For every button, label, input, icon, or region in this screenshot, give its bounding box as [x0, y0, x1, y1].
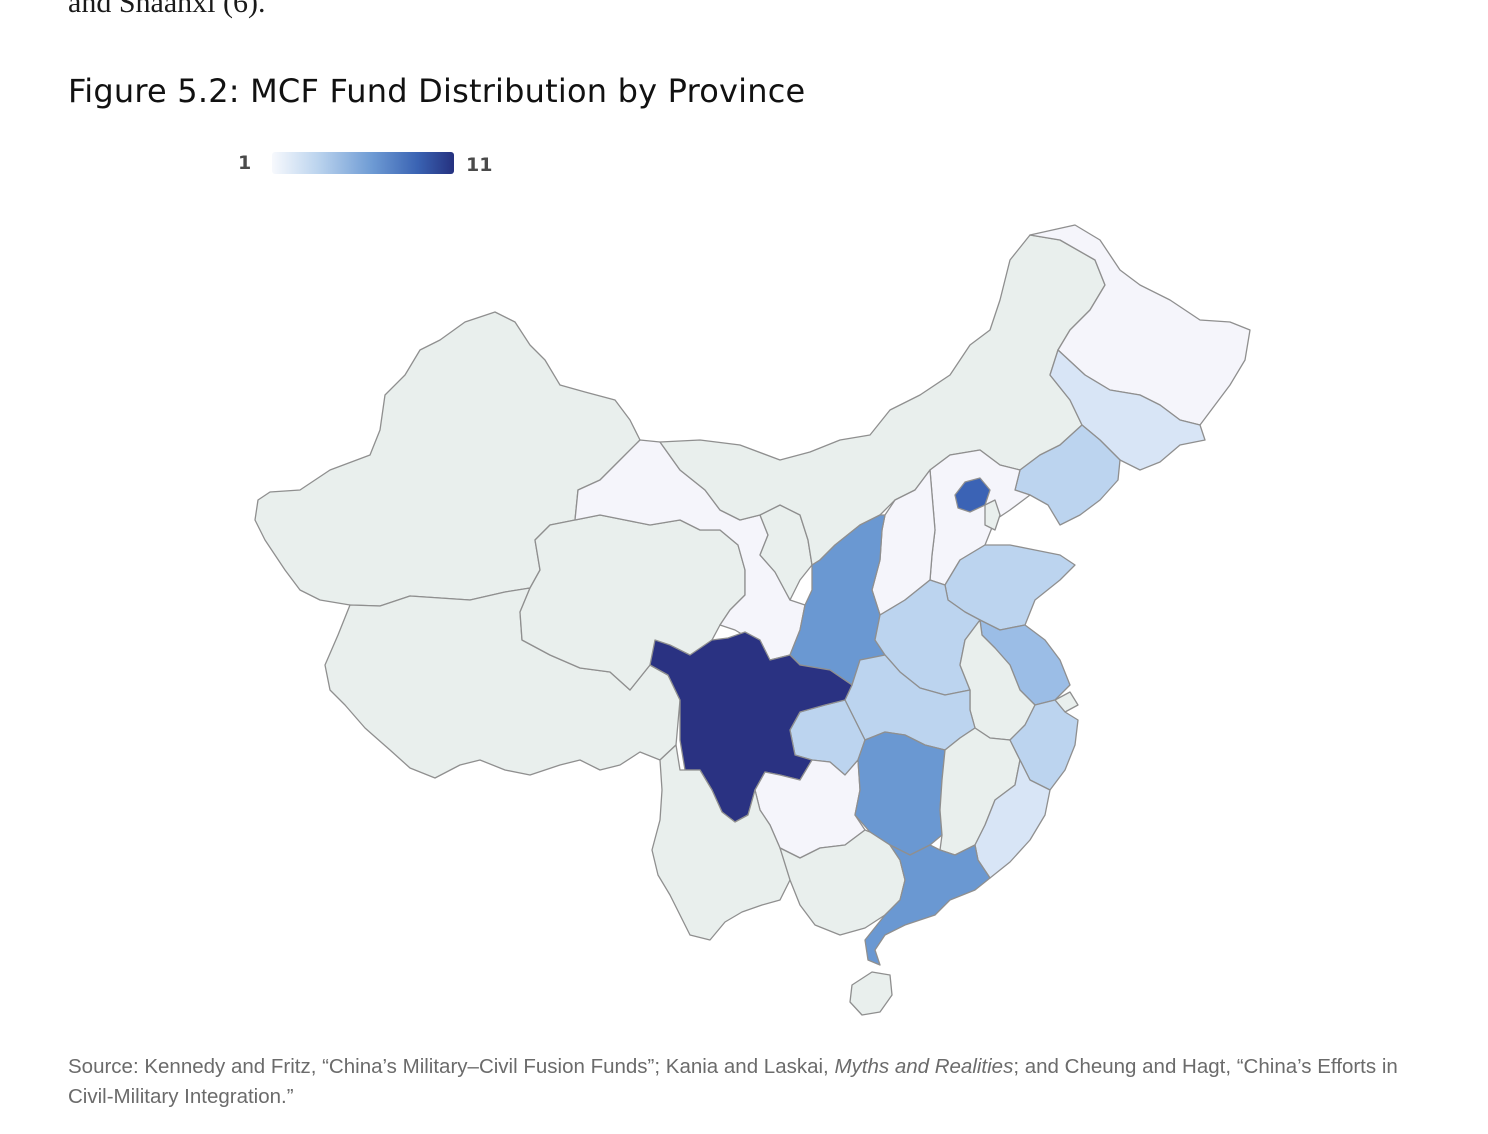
source-text-part1: Source: Kennedy and Fritz, “China’s Mili… — [68, 1055, 835, 1078]
source-text-italic: Myths and Realities — [834, 1055, 1014, 1078]
legend-min-label: 1 — [238, 152, 252, 174]
province-beijing — [954, 477, 991, 513]
color-scale-legend: 1 11 — [238, 150, 508, 180]
source-text-part2: ; and Cheung and Hagt, “China’s Efforts … — [68, 1055, 1398, 1108]
province-guangdong — [864, 844, 991, 966]
legend-max-label: 11 — [466, 154, 493, 176]
figure-title: Figure 5.2: MCF Fund Distribution by Pro… — [68, 72, 806, 110]
source-citation: Source: Kennedy and Fritz, “China’s Mili… — [68, 1052, 1428, 1112]
province-liaoning — [1014, 424, 1121, 526]
china-province-map — [250, 220, 1260, 1030]
province-hainan — [849, 971, 893, 1016]
province-tianjin — [984, 499, 1001, 531]
province-tibet — [324, 587, 681, 779]
legend-gradient-bar — [272, 152, 454, 174]
preceding-paragraph-text: and Shaanxi (6). — [68, 0, 266, 19]
